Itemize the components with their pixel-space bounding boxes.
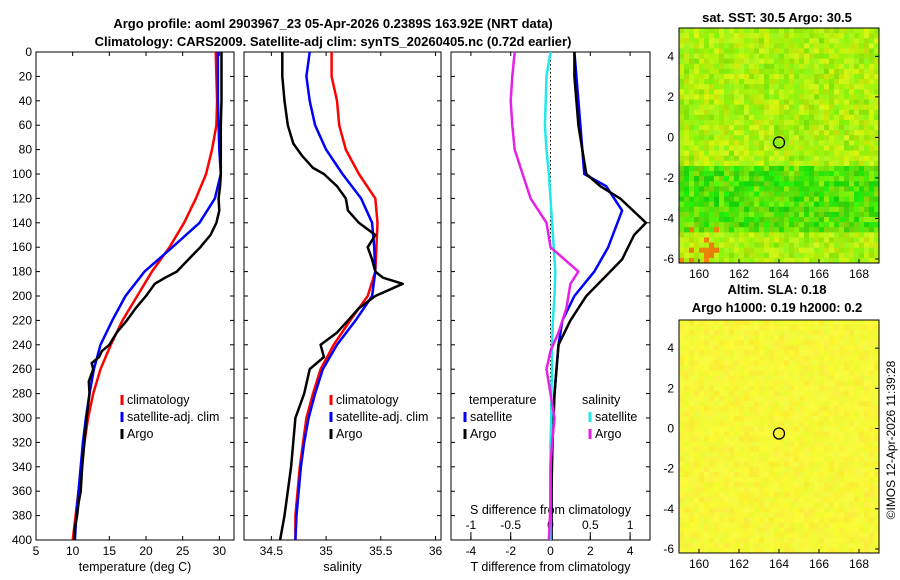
temperature-ytick-label: 360 — [12, 484, 32, 498]
sst-map-title: sat. SST: 30.5 Argo: 30.5 — [702, 10, 852, 25]
temperature-ytick-label: 260 — [12, 362, 32, 376]
figure-title-line1: Argo profile: aoml 2903967_23 05-Apr-202… — [113, 16, 552, 31]
sla_map-ytick-label: 2 — [667, 381, 674, 395]
salinity-line-climatology — [294, 52, 379, 540]
sla_map-ytick-label: 4 — [667, 341, 674, 355]
temperature-ytick-label: 280 — [12, 387, 32, 401]
temperature-ytick-label: 320 — [12, 435, 32, 449]
sla-map-title-line1: Altim. SLA: 0.18 — [728, 282, 827, 297]
difference-xtick-label: -4 — [466, 544, 477, 558]
sst_map-heatmap-cells — [679, 28, 880, 264]
temperature-ytick-label: 240 — [12, 338, 32, 352]
temperature-ytick-label: 80 — [19, 143, 33, 157]
difference-legend-t-satellite-label: satellite — [470, 410, 512, 424]
salinity-axes — [243, 51, 442, 541]
difference-xtick-label: 2 — [587, 544, 594, 558]
sst_map-ytick-label: 2 — [667, 90, 674, 104]
temperature-ytick-label: 380 — [12, 509, 32, 523]
salinity-xlabel: salinity — [323, 560, 362, 574]
sla_map-ytick-label: -2 — [663, 462, 674, 476]
temperature-ytick-label: 200 — [12, 289, 32, 303]
sst_map-ytick-label: -4 — [663, 211, 674, 225]
copyright-credit: ©IMOS 12-Apr-2026 11:39:28 — [884, 360, 898, 519]
temperature-line-satellite-adj-clim — [73, 52, 223, 541]
temperature-ytick-label: 0 — [25, 45, 32, 59]
temperature-ytick-label: 120 — [12, 191, 32, 205]
temperature-xtick-label: 25 — [176, 544, 190, 558]
sla_map-xtick-label: 162 — [729, 557, 749, 571]
figure-title-line2: Climatology: CARS2009. Satellite-adj cli… — [95, 34, 572, 49]
temperature-ytick-label: 140 — [12, 216, 32, 230]
difference-xlabel: T difference from climatology — [470, 560, 631, 574]
salinity-xtick-label: 34.5 — [260, 544, 284, 558]
salinity-line-argo — [278, 52, 404, 541]
sst_map-xtick-label: 164 — [769, 267, 789, 281]
sla_map-ytick-label: 0 — [667, 421, 674, 435]
temperature-line-argo — [72, 52, 223, 541]
difference-xtick-label: 4 — [627, 544, 634, 558]
sst_map-ytick-label: 0 — [667, 130, 674, 144]
sst_map-ytick-label: -6 — [663, 252, 674, 266]
salinity-xtick-label: 36 — [429, 544, 443, 558]
temperature-ytick-label: 340 — [12, 460, 32, 474]
temperature-axes — [35, 51, 235, 541]
temperature-ytick-label: 20 — [19, 69, 33, 83]
sla_map-xtick-label: 160 — [689, 557, 709, 571]
sst_map-argo-position-marker — [772, 136, 786, 149]
salinity-legend-argo-label: Argo — [336, 427, 362, 441]
temperature-ytick-label: 100 — [12, 167, 32, 181]
sla-map-title-line2: Argo h1000: 0.19 h2000: 0.2 — [692, 300, 863, 315]
salinity-line-satellite-adj-clim — [294, 51, 377, 541]
temperature-xtick-label: 10 — [66, 544, 80, 558]
temperature-xtick-label: 20 — [139, 544, 153, 558]
sst_map-xtick-label: 162 — [729, 267, 749, 281]
difference-x2tick-label: 1 — [627, 518, 634, 532]
sla_map-heatmap-cells — [679, 320, 880, 554]
salinity-legend-climatology-label: climatology — [336, 393, 399, 407]
difference-legend-title-temperature: temperature — [469, 393, 536, 407]
salinity-legend-satellite-label: satellite-adj. clim — [336, 410, 428, 424]
temperature-legend-satellite-label: satellite-adj. clim — [127, 410, 219, 424]
difference-legend-s-satellite-label: satellite — [595, 410, 637, 424]
salinity-xtick-label: 35.5 — [369, 544, 393, 558]
salinity-xtick-label: 35 — [319, 544, 333, 558]
difference-x2tick-label: -0.5 — [500, 518, 521, 532]
temperature-ytick-label: 400 — [12, 533, 32, 547]
difference-legend-s-argo-label: Argo — [595, 427, 621, 441]
temperature-legend-argo-label: Argo — [127, 427, 153, 441]
temperature-ytick-label: 220 — [12, 313, 32, 327]
sst_map-xtick-label: 160 — [689, 267, 709, 281]
sst_map-ytick-label: 4 — [667, 49, 674, 63]
temperature-xlabel: temperature (deg C) — [79, 560, 192, 574]
temperature-xtick-label: 5 — [33, 544, 40, 558]
difference-x2tick-label: -1 — [466, 518, 477, 532]
sst_map-ytick-label: -2 — [663, 171, 674, 185]
difference-xtick-label: 0 — [547, 544, 554, 558]
sst_map-xtick-label: 168 — [849, 267, 869, 281]
temperature-ytick-label: 300 — [12, 411, 32, 425]
temperature-legend-climatology-label: climatology — [127, 393, 190, 407]
sla_map-ytick-label: -4 — [663, 502, 674, 516]
temperature-ytick-label: 180 — [12, 265, 32, 279]
difference-legend-t-argo-label: Argo — [470, 427, 496, 441]
sla_map-xtick-label: 166 — [809, 557, 829, 571]
sla_map-ytick-label: -6 — [663, 542, 674, 556]
sla_map-xtick-label: 164 — [769, 557, 789, 571]
difference-legend-title-salinity: salinity — [582, 393, 621, 407]
temperature-ytick-label: 60 — [19, 118, 33, 132]
difference-line-t-argo — [550, 52, 648, 540]
difference-xtick-label: -2 — [505, 544, 516, 558]
difference-x2tick-label: 0.5 — [582, 518, 599, 532]
sla_map-argo-position-marker — [772, 427, 786, 440]
sla_map-xtick-label: 168 — [849, 557, 869, 571]
temperature-xtick-label: 15 — [103, 544, 117, 558]
sst_map-xtick-label: 166 — [809, 267, 829, 281]
temperature-ytick-label: 160 — [12, 240, 32, 254]
temperature-xtick-label: 30 — [213, 544, 227, 558]
difference-line-s-argo — [509, 51, 580, 541]
temperature-ytick-label: 40 — [19, 94, 33, 108]
